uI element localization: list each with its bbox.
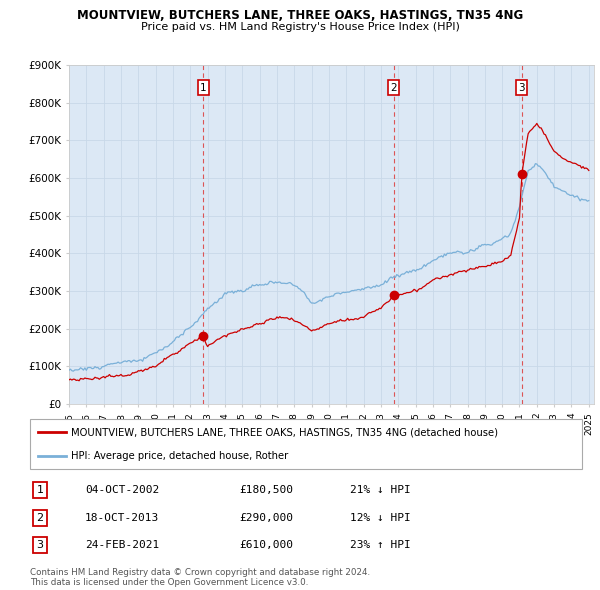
- Text: 3: 3: [518, 83, 525, 93]
- Text: 23% ↑ HPI: 23% ↑ HPI: [350, 540, 411, 550]
- Text: 21% ↓ HPI: 21% ↓ HPI: [350, 486, 411, 495]
- Text: Contains HM Land Registry data © Crown copyright and database right 2024.
This d: Contains HM Land Registry data © Crown c…: [30, 568, 370, 587]
- Text: 3: 3: [37, 540, 43, 550]
- Text: 12% ↓ HPI: 12% ↓ HPI: [350, 513, 411, 523]
- Text: 18-OCT-2013: 18-OCT-2013: [85, 513, 160, 523]
- FancyBboxPatch shape: [30, 419, 582, 469]
- Text: HPI: Average price, detached house, Rother: HPI: Average price, detached house, Roth…: [71, 451, 289, 461]
- Text: £290,000: £290,000: [240, 513, 294, 523]
- Text: 2: 2: [391, 83, 397, 93]
- Text: £180,500: £180,500: [240, 486, 294, 495]
- Text: MOUNTVIEW, BUTCHERS LANE, THREE OAKS, HASTINGS, TN35 4NG: MOUNTVIEW, BUTCHERS LANE, THREE OAKS, HA…: [77, 9, 523, 22]
- Text: Price paid vs. HM Land Registry's House Price Index (HPI): Price paid vs. HM Land Registry's House …: [140, 22, 460, 32]
- Text: 04-OCT-2002: 04-OCT-2002: [85, 486, 160, 495]
- Text: 1: 1: [37, 486, 43, 495]
- Text: 1: 1: [200, 83, 206, 93]
- Text: £610,000: £610,000: [240, 540, 294, 550]
- Text: MOUNTVIEW, BUTCHERS LANE, THREE OAKS, HASTINGS, TN35 4NG (detached house): MOUNTVIEW, BUTCHERS LANE, THREE OAKS, HA…: [71, 427, 499, 437]
- Text: 24-FEB-2021: 24-FEB-2021: [85, 540, 160, 550]
- Text: 2: 2: [37, 513, 43, 523]
